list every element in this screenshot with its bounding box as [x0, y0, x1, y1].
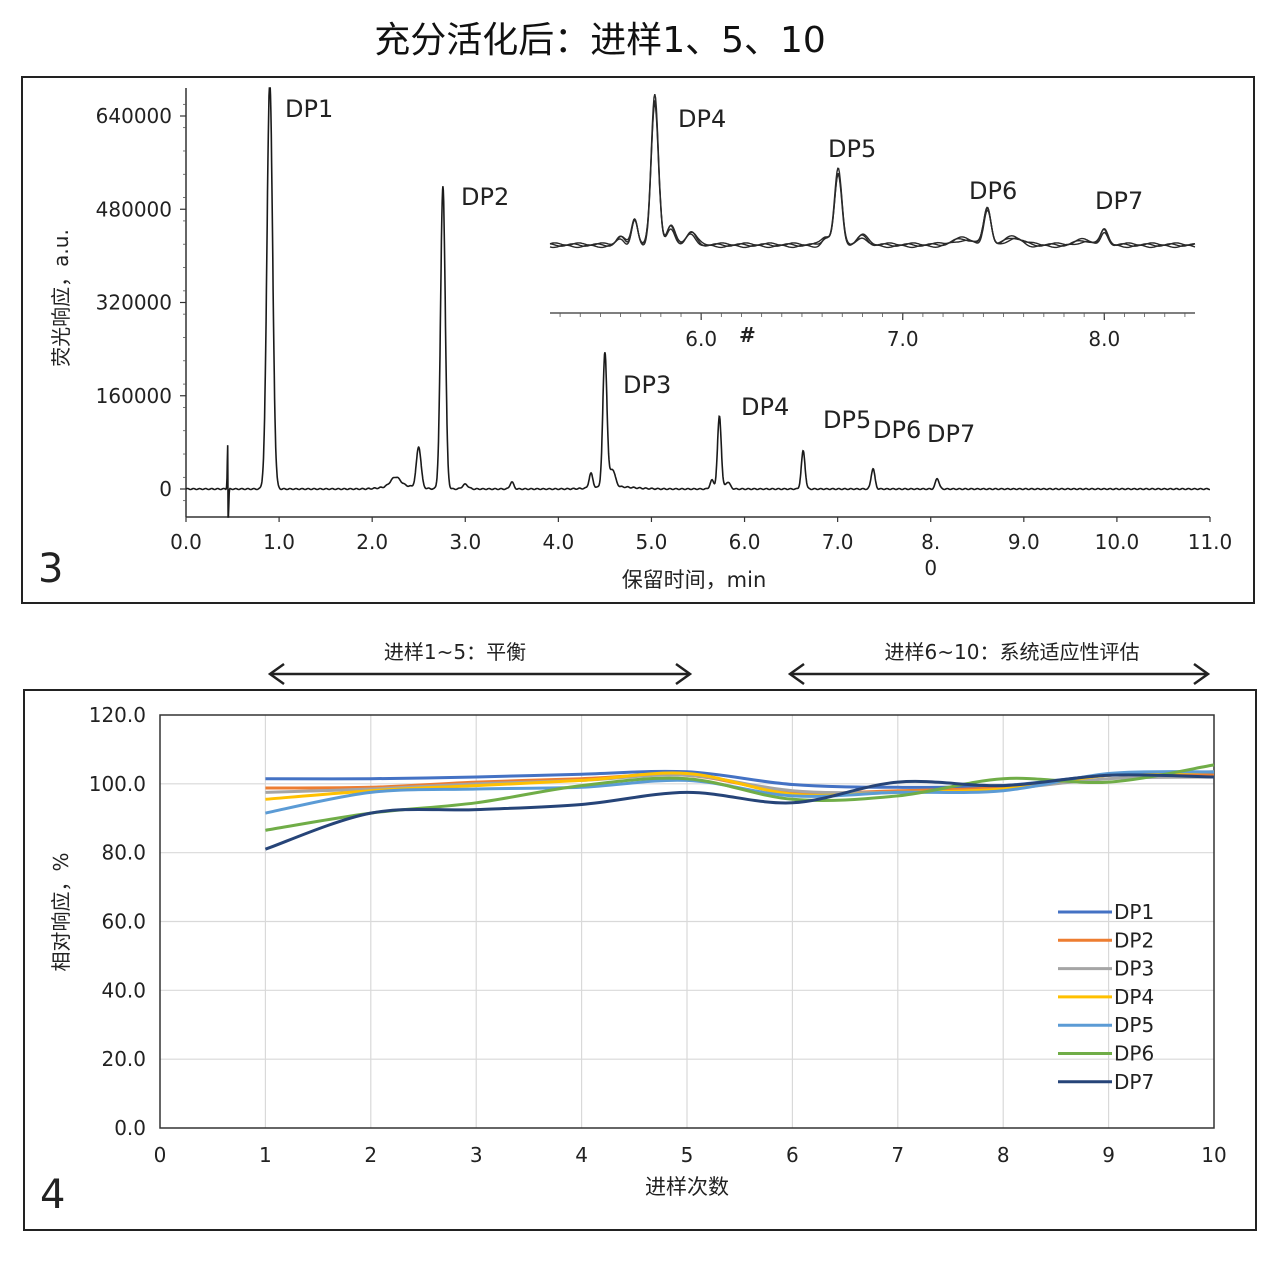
- chromatogram-x-tick-label: 3.0: [449, 530, 481, 554]
- inset-peak-label-dp4: DP4: [678, 105, 726, 133]
- relative-response-y-tick-label: 20.0: [101, 1047, 146, 1071]
- chromatogram-x-tick-label: 1.0: [263, 530, 295, 554]
- peak-label-dp2: DP2: [461, 183, 509, 211]
- legend-label-dp6: DP6: [1114, 1042, 1154, 1066]
- inset-trace-injection-c: [549, 103, 1196, 247]
- chromatogram-frame: [21, 76, 1255, 604]
- chromatogram-x-axis-label: 保留时间，min: [622, 568, 767, 592]
- peak-label-dp6: DP6: [873, 416, 921, 444]
- chromatogram-x-tick-label: 10.0: [1095, 530, 1140, 554]
- range-annotations: 进样1~5：平衡 进样6~10：系统适应性评估: [267, 640, 1211, 686]
- relative-response-x-tick-label: 3: [470, 1143, 483, 1167]
- chromatogram-x-tick-label: 2.0: [356, 530, 388, 554]
- chromatogram-y-tick-label: 320000: [96, 291, 172, 315]
- relative-response-x-tick-label: 9: [1102, 1143, 1115, 1167]
- chromatogram-x-tick-label: 4.0: [542, 530, 574, 554]
- relative-response-panel: 4 120.0 100.0 80.0 60.0 40.0 20.0 0.0 0 1 2 3 4 5 6 7…: [23, 689, 1257, 1231]
- chromatogram-x-tick-label: 0.0: [170, 530, 202, 554]
- relative-response-y-tick-label: 100.0: [89, 772, 146, 796]
- chromatogram-trace: [185, 87, 1210, 518]
- chromatogram-y-tick-label: 640000: [96, 104, 172, 128]
- inset-peak-label-dp6: DP6: [969, 177, 1017, 205]
- range-arrowhead-right-1: [675, 662, 693, 686]
- relative-response-x-tick-label: 4: [575, 1143, 588, 1167]
- chromatogram-x-tick-label: 8. 0: [921, 530, 940, 580]
- inset-trace-injection-a: [549, 93, 1195, 247]
- range-label-suitability: 进样6~10：系统适应性评估: [885, 640, 1140, 664]
- relative-response-y-tick-label: 40.0: [101, 978, 146, 1002]
- peak-label-dp5: DP5: [823, 406, 871, 434]
- inset-x-tick-label: 6.0: [685, 327, 717, 351]
- relative-response-x-tick-label: 10: [1201, 1143, 1226, 1167]
- relative-response-panel-label: 4: [40, 1172, 65, 1218]
- relative-response-x-tick-label: 2: [364, 1143, 377, 1167]
- chromatogram-x-tick-label: 6.0: [729, 530, 761, 554]
- series-line-dp7: [264, 773, 1215, 851]
- relative-response-x-axis-label: 进样次数: [645, 1175, 729, 1199]
- relative-response-y-tick-label: 0.0: [114, 1116, 146, 1140]
- chromatogram-y-tick-label: 480000: [96, 197, 172, 221]
- legend-label-dp3: DP3: [1114, 957, 1154, 981]
- chromatogram-panel-label: 3: [38, 546, 63, 592]
- chromatogram-x-tick-label: 11.0: [1188, 530, 1233, 554]
- peak-label-dp4: DP4: [741, 393, 789, 421]
- range-arrowhead-left-1: [267, 662, 285, 686]
- relative-response-y-tick-label: 120.0: [89, 703, 146, 727]
- inset-x-tick-label: 7.0: [887, 327, 919, 351]
- inset-chromatogram: 6.0 7.0 8.0 # DP4 DP5 DP6 DP7: [549, 93, 1196, 351]
- peak-label-dp1: DP1: [285, 95, 333, 123]
- relative-response-x-tick-label: 8: [997, 1143, 1010, 1167]
- legend-label-dp2: DP2: [1114, 928, 1154, 952]
- inset-peak-label-dp5: DP5: [828, 135, 876, 163]
- chromatogram-x-tick-label: 9.0: [1008, 530, 1040, 554]
- chromatogram-y-tick-label: 160000: [96, 384, 172, 408]
- inset-marker: #: [739, 323, 756, 347]
- relative-response-y-tick-label: 60.0: [101, 910, 146, 934]
- chromatogram-panel: 3 640000 480000 320000 160000 0 0.0 1.0 2.0 3.0…: [21, 76, 1255, 604]
- relative-response-y-tick-label: 80.0: [101, 841, 146, 865]
- relative-response-x-tick-label: 1: [259, 1143, 272, 1167]
- relative-response-frame: [23, 689, 1257, 1231]
- relative-response-y-axis-label: 相对响应，%: [49, 852, 73, 971]
- legend-label-dp5: DP5: [1114, 1013, 1154, 1037]
- inset-x-tick-label: 8.0: [1088, 327, 1120, 351]
- relative-response-x-tick-label: 0: [154, 1143, 167, 1167]
- peak-label-dp7: DP7: [927, 420, 975, 448]
- legend-label-dp1: DP1: [1114, 900, 1154, 924]
- range-arrowhead-left-2: [787, 662, 805, 686]
- relative-response-x-tick-label: 5: [681, 1143, 694, 1167]
- legend-label-dp7: DP7: [1114, 1070, 1154, 1094]
- inset-peak-label-dp7: DP7: [1095, 187, 1143, 215]
- chromatogram-y-tick-label: 0: [159, 477, 172, 501]
- chromatogram-y-axis-label: 荧光响应，a.u.: [49, 229, 73, 367]
- range-arrowhead-right-2: [1193, 662, 1211, 686]
- relative-response-x-tick-label: 7: [891, 1143, 904, 1167]
- plot-area-border: [159, 714, 1215, 1129]
- figure-title: 充分活化后：进样1、5、10: [374, 20, 826, 61]
- range-label-equilibration: 进样1~5：平衡: [384, 640, 526, 664]
- relative-response-x-tick-label: 6: [786, 1143, 799, 1167]
- chromatogram-x-tick-label: 7.0: [822, 530, 854, 554]
- peak-label-dp3: DP3: [623, 371, 671, 399]
- chromatogram-x-tick-label: 5.0: [636, 530, 668, 554]
- legend-label-dp4: DP4: [1114, 985, 1154, 1009]
